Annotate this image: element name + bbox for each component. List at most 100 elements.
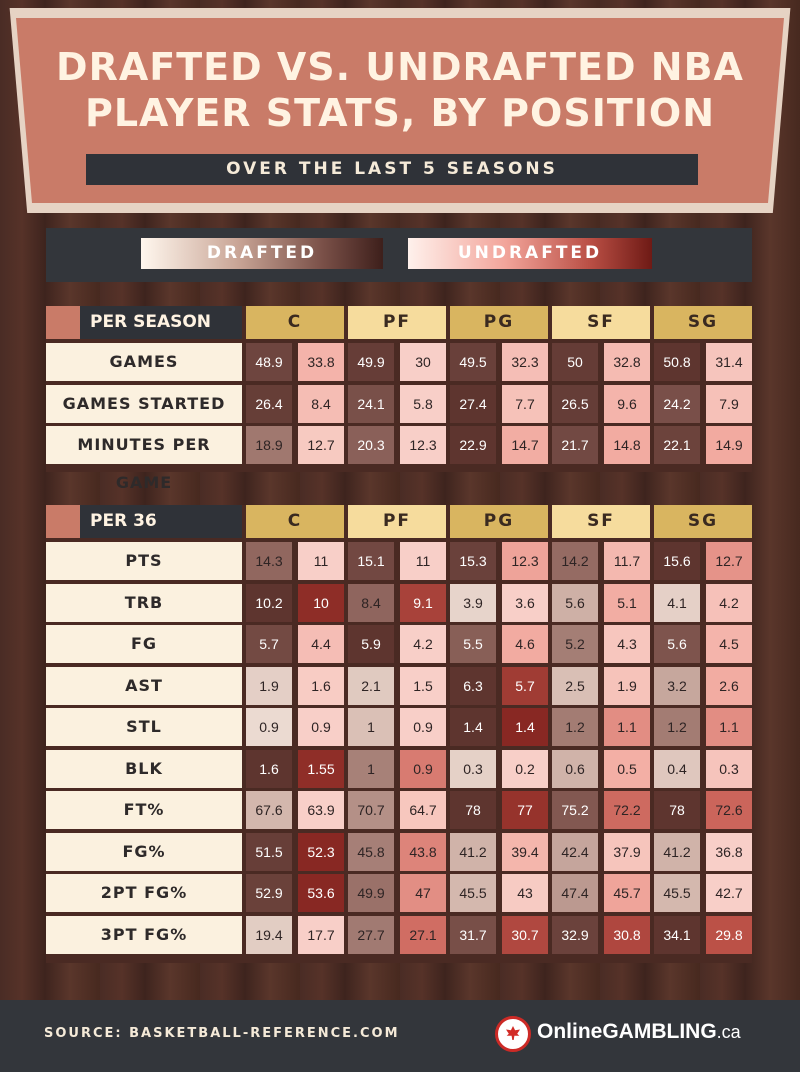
position-header-pf: PF xyxy=(348,505,446,538)
drafted-value-cell: 27.4 xyxy=(450,385,496,423)
undrafted-value-cell: 42.7 xyxy=(706,874,752,912)
position-header-c: C xyxy=(246,505,344,538)
undrafted-value-cell: 0.9 xyxy=(400,708,446,746)
drafted-value-cell: 20.3 xyxy=(348,426,394,464)
undrafted-value-cell: 37.9 xyxy=(604,833,650,871)
undrafted-value-cell: 1.55 xyxy=(298,750,344,788)
undrafted-value-cell: 4.4 xyxy=(298,625,344,663)
drafted-value-cell: 15.6 xyxy=(654,542,700,580)
drafted-value-cell: 48.9 xyxy=(246,343,292,381)
undrafted-value-cell: 29.8 xyxy=(706,916,752,954)
legend-undrafted: UNDRAFTED xyxy=(408,238,652,269)
drafted-value-cell: 18.9 xyxy=(246,426,292,464)
position-header-sf: SF xyxy=(552,505,650,538)
undrafted-value-cell: 64.7 xyxy=(400,791,446,829)
undrafted-value-cell: 33.8 xyxy=(298,343,344,381)
position-header-pf: PF xyxy=(348,306,446,339)
undrafted-value-cell: 0.2 xyxy=(502,750,548,788)
undrafted-value-cell: 2.6 xyxy=(706,667,752,705)
source-text: SOURCE: BASKETBALL-REFERENCE.COM xyxy=(44,1026,400,1041)
drafted-value-cell: 3.2 xyxy=(654,667,700,705)
row-label: MINUTES PER GAME xyxy=(46,426,242,492)
undrafted-value-cell: 27.1 xyxy=(400,916,446,954)
undrafted-value-cell: 0.3 xyxy=(706,750,752,788)
undrafted-value-cell: 1.6 xyxy=(298,667,344,705)
drafted-value-cell: 21.7 xyxy=(552,426,598,464)
drafted-value-cell: 78 xyxy=(654,791,700,829)
drafted-value-cell: 49.5 xyxy=(450,343,496,381)
undrafted-value-cell: 7.7 xyxy=(502,385,548,423)
undrafted-value-cell: 45.7 xyxy=(604,874,650,912)
drafted-value-cell: 8.4 xyxy=(348,584,394,622)
drafted-value-cell: 1.4 xyxy=(450,708,496,746)
drafted-value-cell: 2.1 xyxy=(348,667,394,705)
undrafted-value-cell: 0.9 xyxy=(298,708,344,746)
undrafted-value-cell: 12.7 xyxy=(706,542,752,580)
drafted-value-cell: 26.4 xyxy=(246,385,292,423)
drafted-value-cell: 3.9 xyxy=(450,584,496,622)
undrafted-value-cell: 72.2 xyxy=(604,791,650,829)
drafted-value-cell: 42.4 xyxy=(552,833,598,871)
drafted-value-cell: 49.9 xyxy=(348,874,394,912)
row-label: BLK xyxy=(46,750,242,788)
undrafted-value-cell: 3.6 xyxy=(502,584,548,622)
drafted-value-cell: 5.9 xyxy=(348,625,394,663)
drafted-value-cell: 0.3 xyxy=(450,750,496,788)
row-label: AST xyxy=(46,667,242,705)
row-label: FT% xyxy=(46,791,242,829)
drafted-value-cell: 24.1 xyxy=(348,385,394,423)
drafted-value-cell: 1 xyxy=(348,708,394,746)
undrafted-value-cell: 14.8 xyxy=(604,426,650,464)
per-season-table: PER SEASON C PF PG SF SG GAMES 48.9 33.8 49.9 30 49… xyxy=(46,306,752,492)
legend-drafted: DRAFTED xyxy=(141,238,383,269)
drafted-value-cell: 15.1 xyxy=(348,542,394,580)
undrafted-value-cell: 14.7 xyxy=(502,426,548,464)
row-label: GAMES xyxy=(46,343,242,381)
drafted-value-cell: 2.5 xyxy=(552,667,598,705)
undrafted-value-cell: 72.6 xyxy=(706,791,752,829)
section-header: PER SEASON C PF PG SF SG xyxy=(46,306,752,339)
title-line-1: DRAFTED VS. UNDRAFTED NBA xyxy=(56,45,744,89)
undrafted-value-cell: 5.8 xyxy=(400,385,446,423)
brand-name: OnlineGAMBLING.ca xyxy=(537,1020,741,1043)
drafted-value-cell: 45.5 xyxy=(450,874,496,912)
undrafted-value-cell: 4.2 xyxy=(400,625,446,663)
drafted-value-cell: 34.1 xyxy=(654,916,700,954)
undrafted-value-cell: 17.7 xyxy=(298,916,344,954)
drafted-value-cell: 27.7 xyxy=(348,916,394,954)
drafted-value-cell: 1.9 xyxy=(246,667,292,705)
drafted-value-cell: 0.4 xyxy=(654,750,700,788)
row-label: FG xyxy=(46,625,242,663)
subtitle: OVER THE LAST 5 SEASONS xyxy=(86,154,698,185)
drafted-value-cell: 1 xyxy=(348,750,394,788)
drafted-value-cell: 41.2 xyxy=(450,833,496,871)
undrafted-value-cell: 63.9 xyxy=(298,791,344,829)
undrafted-value-cell: 31.4 xyxy=(706,343,752,381)
drafted-value-cell: 15.3 xyxy=(450,542,496,580)
drafted-value-cell: 41.2 xyxy=(654,833,700,871)
per-36-minutes-table: PER 36 MINUTESCPFPGSFSGPTS14.31115.11115… xyxy=(46,505,752,963)
undrafted-value-cell: 32.8 xyxy=(604,343,650,381)
undrafted-value-cell: 53.6 xyxy=(298,874,344,912)
drafted-value-cell: 1.2 xyxy=(654,708,700,746)
drafted-value-cell: 50 xyxy=(552,343,598,381)
drafted-value-cell: 14.2 xyxy=(552,542,598,580)
drafted-value-cell: 5.7 xyxy=(246,625,292,663)
drafted-value-cell: 0.9 xyxy=(246,708,292,746)
undrafted-value-cell: 4.3 xyxy=(604,625,650,663)
drafted-value-cell: 5.6 xyxy=(654,625,700,663)
undrafted-value-cell: 9.1 xyxy=(400,584,446,622)
drafted-value-cell: 5.5 xyxy=(450,625,496,663)
drafted-value-cell: 10.2 xyxy=(246,584,292,622)
drafted-value-cell: 67.6 xyxy=(246,791,292,829)
row-label: PTS xyxy=(46,542,242,580)
undrafted-value-cell: 30.8 xyxy=(604,916,650,954)
undrafted-value-cell: 7.9 xyxy=(706,385,752,423)
row-label: STL xyxy=(46,708,242,746)
drafted-value-cell: 52.9 xyxy=(246,874,292,912)
drafted-value-cell: 75.2 xyxy=(552,791,598,829)
position-header-pg: PG xyxy=(450,505,548,538)
drafted-value-cell: 5.6 xyxy=(552,584,598,622)
drafted-value-cell: 45.8 xyxy=(348,833,394,871)
drafted-value-cell: 47.4 xyxy=(552,874,598,912)
